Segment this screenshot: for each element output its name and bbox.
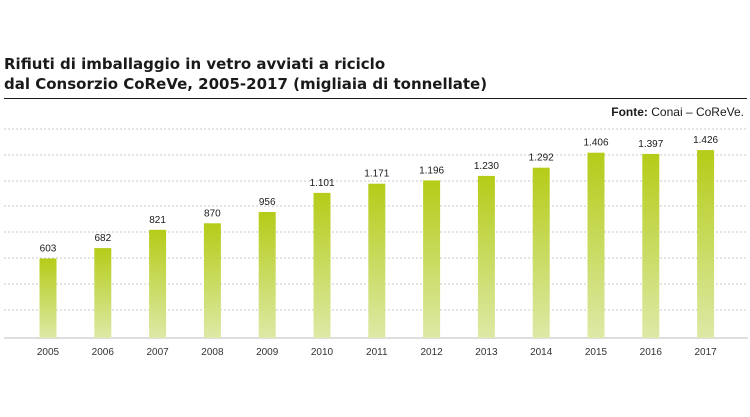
value-label-2006: 682 bbox=[94, 233, 111, 244]
bars bbox=[39, 150, 715, 338]
x-tick-label-2011: 2011 bbox=[366, 347, 388, 358]
x-tick-label-2005: 2005 bbox=[37, 347, 60, 358]
x-tick-label-2016: 2016 bbox=[640, 347, 663, 358]
x-tick-label-2014: 2014 bbox=[530, 347, 553, 358]
value-label-2012: 1.196 bbox=[419, 165, 444, 176]
source-note: Fonte: Conai – CoReVe. bbox=[611, 105, 744, 119]
bar-2013 bbox=[477, 175, 495, 338]
value-label-2015: 1.406 bbox=[583, 138, 608, 149]
bar-2016 bbox=[642, 153, 660, 338]
title-divider bbox=[4, 98, 747, 99]
bar-2012 bbox=[423, 180, 441, 338]
value-label-2005: 603 bbox=[40, 244, 57, 255]
bar-2011 bbox=[368, 183, 386, 338]
x-tick-label-2010: 2010 bbox=[311, 347, 334, 358]
x-tick-label-2008: 2008 bbox=[201, 347, 224, 358]
source-text: Conai – CoReVe. bbox=[651, 105, 744, 119]
bar-2005 bbox=[39, 258, 57, 338]
source-label: Fonte: bbox=[611, 105, 648, 119]
x-tick-labels: 2005 2006 2007 2008 2009 2010 2011 2012 2013 2014… bbox=[37, 347, 717, 358]
bar-2008 bbox=[203, 223, 221, 338]
value-label-2008: 870 bbox=[204, 208, 221, 219]
chart-title-line-2: dal Consorzio CoReVe, 2005-2017 (migliai… bbox=[4, 75, 488, 93]
value-label-2016: 1.397 bbox=[638, 139, 663, 150]
bar-2009 bbox=[258, 212, 276, 338]
bar-2006 bbox=[94, 248, 112, 338]
bar-2007 bbox=[149, 229, 167, 338]
value-label-2011: 1.171 bbox=[364, 169, 389, 180]
bar-2017 bbox=[697, 150, 715, 338]
value-labels: 603 682 821 870 956 1.101 1.171 1.196 1.230 1.292… bbox=[40, 135, 719, 254]
x-tick-label-2012: 2012 bbox=[420, 347, 443, 358]
chart-title-line-1: Rifiuti di imballaggio in vetro avviati … bbox=[4, 55, 386, 73]
x-tick-label-2009: 2009 bbox=[256, 347, 279, 358]
bar-2010 bbox=[313, 192, 331, 338]
value-label-2014: 1.292 bbox=[529, 153, 554, 164]
x-tick-label-2013: 2013 bbox=[475, 347, 498, 358]
x-tick-label-2007: 2007 bbox=[146, 347, 169, 358]
x-tick-label-2017: 2017 bbox=[694, 347, 717, 358]
value-label-2017: 1.426 bbox=[693, 135, 718, 146]
value-label-2010: 1.101 bbox=[309, 178, 334, 189]
chart-title: Rifiuti di imballaggio in vetro avviati … bbox=[4, 54, 744, 94]
bar-2014 bbox=[532, 167, 550, 338]
bar-2015 bbox=[587, 152, 605, 338]
value-label-2013: 1.230 bbox=[474, 161, 499, 172]
value-label-2007: 821 bbox=[149, 215, 166, 226]
x-tick-label-2015: 2015 bbox=[585, 347, 608, 358]
value-label-2009: 956 bbox=[259, 197, 276, 208]
x-tick-label-2006: 2006 bbox=[92, 347, 115, 358]
